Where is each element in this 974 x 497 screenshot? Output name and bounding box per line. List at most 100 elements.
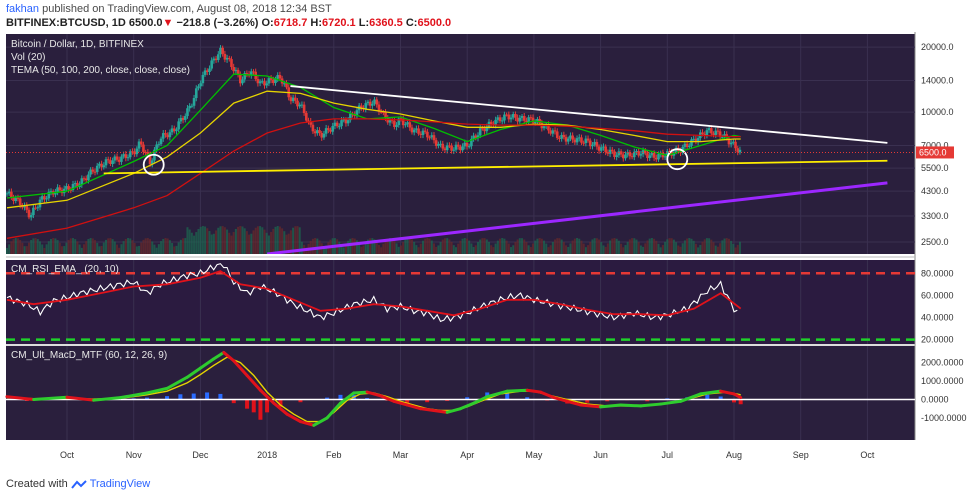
volume-bar: [208, 231, 211, 254]
volume-bar: [631, 238, 634, 254]
candle-body: [109, 160, 112, 164]
volume-bar: [624, 245, 627, 254]
volume-bar: [593, 238, 596, 254]
volume-bar: [276, 226, 279, 254]
volume-bar: [703, 239, 706, 254]
tradingview-link[interactable]: TradingView: [89, 478, 151, 490]
candle-body: [276, 75, 280, 79]
time-tick-label: May: [525, 450, 543, 460]
candle-body: [296, 100, 299, 107]
candle-body: [410, 127, 414, 133]
candle-body: [256, 79, 260, 84]
volume-bar: [675, 242, 678, 254]
macd-line-segment: [298, 420, 316, 427]
candle-body: [115, 156, 119, 160]
candle-body: [252, 71, 255, 73]
volume-bar: [32, 238, 35, 254]
volume-bar: [237, 226, 240, 254]
candle-body: [179, 117, 183, 122]
candle-body: [723, 134, 726, 137]
volume-bar: [694, 243, 697, 254]
candle-body: [333, 122, 337, 127]
volume-bar: [94, 240, 97, 254]
volume-bar: [584, 247, 587, 254]
volume-bar: [124, 238, 127, 254]
candle-body: [40, 196, 44, 200]
candle-body: [514, 114, 517, 118]
candle-body: [415, 128, 418, 130]
macd-line-segment: [185, 366, 202, 379]
open-value: 6718.7: [273, 17, 308, 29]
volume-bar: [340, 244, 343, 254]
volume-bar: [355, 240, 358, 254]
volume-bar: [514, 241, 517, 254]
candle-body: [432, 135, 436, 141]
volume-bar: [111, 239, 114, 254]
volume-bar: [369, 238, 372, 254]
candle-body: [146, 152, 150, 155]
candle-body: [599, 147, 603, 151]
author-link[interactable]: fakhan: [6, 3, 40, 15]
candle-body: [210, 60, 213, 69]
candle-body: [76, 183, 79, 187]
macd-line-segment: [222, 350, 236, 363]
candle-body: [177, 121, 180, 130]
macd-line-segment: [245, 373, 262, 392]
candle-body: [553, 130, 557, 132]
time-tick-label: Dec: [192, 450, 209, 460]
volume-bar: [298, 227, 301, 254]
candle-body: [564, 137, 568, 142]
volume-bar: [606, 243, 609, 254]
chart-area[interactable]: 2500.0 3300.0 4300.0 5500.0 7000.0 10000.0 140…: [0, 32, 974, 474]
volume-bar: [512, 245, 515, 254]
candle-body: [327, 128, 330, 130]
candle-body: [126, 157, 130, 159]
candle-body: [441, 143, 445, 149]
candle-body: [531, 117, 535, 123]
volume-bar: [474, 245, 477, 254]
volume-bar: [89, 238, 92, 254]
candle-body: [507, 114, 511, 120]
macd-histogram-bar: [705, 394, 710, 400]
candle-body: [397, 118, 401, 126]
volume-bar: [413, 241, 416, 254]
candle-body: [643, 150, 647, 154]
rsi-tick-label: 40.0000: [921, 312, 954, 322]
volume-bar: [626, 241, 629, 254]
candle-body: [95, 165, 99, 172]
candle-body: [122, 154, 125, 157]
volume-bar: [232, 232, 235, 254]
volume-bar: [551, 241, 554, 254]
price-tick-label: 14000.0: [921, 76, 954, 86]
candle-body: [384, 111, 387, 119]
volume-bar: [140, 242, 143, 254]
volume-bar: [294, 226, 297, 254]
candle-body: [285, 83, 288, 88]
volume-bar: [34, 238, 37, 254]
volume-bar: [428, 238, 431, 254]
volume-bar: [417, 247, 420, 254]
volume-bar: [503, 238, 506, 254]
candle-body: [472, 135, 475, 139]
volume-bar: [406, 238, 409, 254]
volume-bar: [527, 245, 530, 254]
chart-svg[interactable]: 2500.0 3300.0 4300.0 5500.0 7000.0 10000.0 140…: [0, 32, 974, 474]
candle-body: [591, 144, 594, 147]
macd-histogram-bar: [465, 397, 470, 400]
volume-bar: [127, 238, 130, 254]
volume-bar: [380, 247, 383, 254]
candle-body: [43, 196, 46, 200]
volume-bar: [228, 232, 231, 254]
volume-bar: [267, 235, 270, 254]
volume-bar: [454, 247, 457, 254]
volume-bar: [430, 240, 433, 254]
candle-body: [430, 135, 434, 138]
macd-histogram-bar: [178, 394, 183, 400]
candle-body: [547, 124, 550, 131]
candle-body: [164, 133, 167, 135]
rsi-tick-label: 80.0000: [921, 268, 954, 278]
volume-bar: [252, 230, 255, 254]
volume-bar: [657, 243, 660, 254]
candle-body: [36, 207, 40, 209]
candle-body: [448, 145, 451, 147]
